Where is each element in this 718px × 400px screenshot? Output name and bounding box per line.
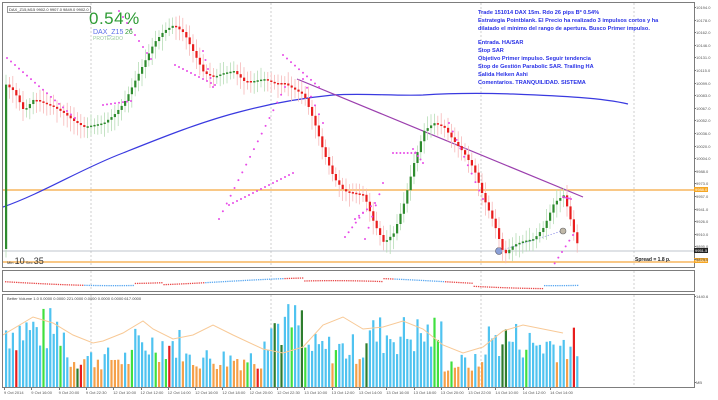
time-tick: 9 Oct 16:00: [31, 390, 52, 395]
timer-min-label: Min: [7, 260, 13, 265]
time-tick: 9 Oct 2014: [4, 390, 24, 395]
note-line: Comentarios. TRANQUILIDAD. SISTEMA: [478, 79, 688, 87]
bar-timer: Min 10 Sec 35: [7, 256, 44, 266]
price-tick: 10099.0: [696, 81, 710, 86]
time-axis[interactable]: 9 Oct 2014 9 Oct 16:00 9 Oct 20:00 9 Oct 22…: [2, 388, 694, 400]
note-line: Trade 151014 DAX 15m. Rdo 26 pips Bº 0.5…: [478, 9, 688, 17]
price-tick: 9910.0: [696, 232, 708, 237]
trend-line: [297, 79, 583, 197]
time-tick: 13 Oct 16:00: [386, 390, 409, 395]
chart-window: DAX_Z15,M15 9902.0 9907.0 9849.0 9902.0 …: [0, 0, 718, 400]
price-tick: 10036.0: [696, 131, 710, 136]
time-tick: 13 Oct 10:00: [304, 390, 327, 395]
indicator-pane[interactable]: [2, 270, 695, 292]
price-tick: 9988.0: [696, 169, 708, 174]
time-tick: 13 Oct 20:00: [441, 390, 464, 395]
price-tick: 9879.0: [696, 257, 708, 262]
price-tick: 9895.0: [696, 244, 708, 249]
note-line: Salida Heiken Ashi: [478, 71, 688, 79]
trade-notes: Trade 151014 DAX 15m. Rdo 26 pips Bº 0.5…: [478, 9, 688, 87]
note-line: Estrategia Pointblank. El Precio ha real…: [478, 17, 688, 25]
price-tick: 10178.0: [696, 18, 710, 23]
note-line: Entrada. HA/SAR: [478, 39, 688, 47]
price-tick: 10020.0: [696, 144, 710, 149]
overlay-symbol: DAX_Z15: [93, 29, 123, 36]
timer-sec-label: Sec: [26, 260, 33, 265]
time-tick: 12 Oct 10:00: [113, 390, 136, 395]
note-line: Objetivo Primer impulso. Seguir tendenci…: [478, 55, 688, 63]
price-axis[interactable]: 9988.0 9951.5 9944.5 10194.0 10178.0 10162…: [694, 2, 718, 268]
note-line: dilatado el mínimo del rango de apertura…: [478, 25, 688, 33]
time-tick: 14 Oct 12:00: [523, 390, 546, 395]
time-tick: 9 Oct 20:00: [59, 390, 80, 395]
price-tick: 10083.0: [696, 93, 710, 98]
price-tick: 10067.0: [696, 106, 710, 111]
timer-sec-value: 35: [34, 256, 44, 266]
price-tick: 10052.0: [696, 118, 710, 123]
volume-pane[interactable]: Better Volume 1.0 0.0000 0.0000 221.0000…: [2, 294, 695, 388]
overlay-pips: 26: [125, 29, 133, 36]
upper-level-tag: 9988.0: [694, 187, 708, 192]
price-tick: 9941.0: [696, 207, 708, 212]
volume-axis-top: 1440.6: [696, 294, 708, 299]
time-tick: 12 Oct 14:00: [168, 390, 191, 395]
time-tick: 12 Oct 20:00: [250, 390, 273, 395]
price-tick: 10004.0: [696, 156, 710, 161]
time-tick: 13 Oct 22:00: [468, 390, 491, 395]
exit-marker: [560, 228, 566, 234]
time-tick: 12 Oct 12:00: [141, 390, 164, 395]
time-tick: 13 Oct 14:00: [359, 390, 382, 395]
time-tick: 13 Oct 12:00: [332, 390, 355, 395]
spread-label: Spread = 1.8 p.: [635, 257, 670, 263]
time-tick: 12 Oct 18:00: [222, 390, 245, 395]
symbol-label: DAX_Z15,M15 9902.0 9907.0 9849.0 9902.0: [7, 6, 91, 13]
time-tick: 13 Oct 18:00: [414, 390, 437, 395]
note-line: Stop de Gestión Parabolic SAR. Trailing …: [478, 63, 688, 71]
price-chart-pane[interactable]: DAX_Z15,M15 9902.0 9907.0 9849.0 9902.0 …: [2, 2, 695, 268]
volume-axis-bottom: MB: [696, 380, 702, 385]
time-tick: 9 Oct 22:30: [86, 390, 107, 395]
note-line: Stop SAR: [478, 47, 688, 55]
time-tick: 12 Oct 16:00: [195, 390, 218, 395]
time-tick: 14 Oct 10:00: [495, 390, 518, 395]
time-tick: 14 Oct 14:00: [550, 390, 573, 395]
volume-indicator-label: Better Volume 1.0 0.0000 0.0000 221.0000…: [7, 296, 141, 301]
profit-percent: 0.54%: [89, 9, 140, 29]
overlay-status: PROTEGIDO: [93, 36, 123, 42]
price-tick: 10194.0: [696, 5, 710, 10]
price-tick: 10115.0: [696, 68, 710, 73]
price-tick: 10131.0: [696, 55, 710, 60]
volume-svg: [3, 295, 694, 387]
volume-axis: 1440.6 MB: [694, 294, 718, 388]
price-tick: 9957.0: [696, 194, 708, 199]
price-tick: 9926.0: [696, 219, 708, 224]
price-tick: 10162.0: [696, 30, 710, 35]
price-tick: 10146.0: [696, 43, 710, 48]
indicator-svg: [3, 271, 694, 291]
time-tick: 12 Oct 22:30: [277, 390, 300, 395]
volume-average-line: [3, 317, 563, 353]
price-tick: 9973.0: [696, 181, 708, 186]
timer-min-value: 10: [15, 256, 25, 266]
